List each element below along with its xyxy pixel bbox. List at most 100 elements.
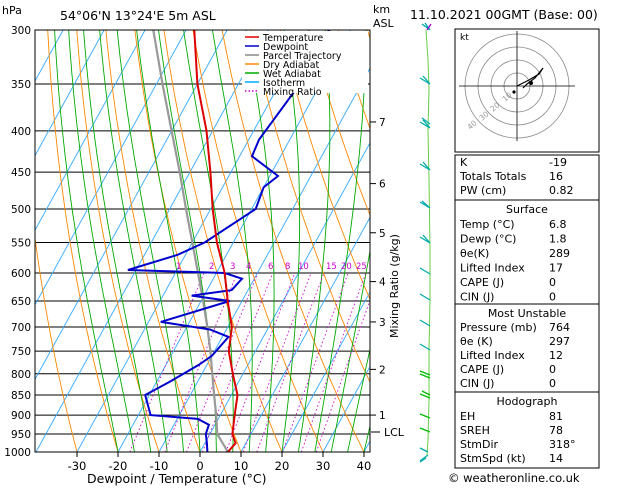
km-axis: 7 6 5 4 3 2 1 bbox=[370, 117, 386, 422]
legend-label: Mixing Ratio bbox=[263, 87, 322, 98]
index-value: 0 bbox=[549, 291, 556, 304]
index-label: Dewp (°C) bbox=[460, 233, 516, 246]
hodograph-index-box bbox=[454, 391, 600, 469]
index-value: 289 bbox=[549, 247, 570, 260]
isotherm-line bbox=[322, 365, 370, 452]
wind-barb-750 bbox=[419, 343, 431, 351]
index-label: K bbox=[460, 156, 468, 169]
pressure-axis: 300 350 400 450 500 550 600 650 700 750 800 850 900 9… bbox=[4, 25, 31, 459]
wind-barb-top-marker bbox=[426, 23, 432, 31]
index-value: 0.82 bbox=[549, 184, 574, 197]
isotherm-line bbox=[199, 141, 370, 452]
mixing-ratio-label-20: 20 bbox=[341, 262, 352, 272]
isotherm-line bbox=[281, 291, 370, 452]
pressure-tick-label: 850 bbox=[11, 390, 31, 402]
wet-adiabat-line bbox=[363, 424, 370, 452]
pressure-tick-label: 600 bbox=[11, 268, 31, 280]
pressure-tick-label: 900 bbox=[11, 410, 31, 422]
index-label: StmSpd (kt) bbox=[460, 452, 526, 465]
wet-adiabat-line bbox=[281, 30, 301, 452]
km-tick-label: 4 bbox=[379, 277, 386, 289]
storm-motion-marker bbox=[529, 81, 533, 85]
wet-adiabat-line bbox=[330, 248, 370, 452]
pressure-tick-label: 550 bbox=[11, 237, 31, 249]
pressure-tick-label: 300 bbox=[11, 25, 31, 37]
index-value: 6.8 bbox=[549, 218, 567, 231]
temp-tick-label: -20 bbox=[109, 459, 128, 473]
dry-adiabat-line bbox=[35, 234, 78, 452]
wind-barb-800 bbox=[419, 370, 431, 379]
index-value: 0 bbox=[549, 377, 556, 390]
km-tick-label: 1 bbox=[379, 410, 386, 422]
index-label: θe(K) bbox=[460, 247, 489, 260]
mixing-ratio-label-3: 3 bbox=[230, 262, 235, 272]
index-value: 78 bbox=[549, 424, 563, 437]
mixing-ratio-label-1: 1 bbox=[176, 262, 181, 272]
wind-barb-1000 bbox=[419, 447, 429, 463]
mixing-ratio-line bbox=[129, 272, 205, 452]
temp-tick-label: 30 bbox=[316, 459, 331, 473]
mixing-ratio-label-8: 8 bbox=[285, 262, 290, 272]
index-value: 16 bbox=[549, 170, 563, 183]
index-label: CAPE (J) bbox=[460, 276, 504, 289]
isotherm-line bbox=[35, 30, 146, 232]
km-tick-label: 7 bbox=[379, 117, 386, 129]
km-tick-label: 6 bbox=[379, 179, 386, 191]
mixing-ratio-label-15: 15 bbox=[326, 262, 337, 272]
temperature-line bbox=[193, 30, 239, 452]
wind-barb-600 bbox=[419, 267, 431, 275]
hodograph-frame bbox=[454, 28, 600, 153]
mixing-ratio-axis-title: Mixing Ratio (g/kg) bbox=[388, 234, 401, 338]
pressure-tick-label: 400 bbox=[11, 126, 31, 138]
index-label: EH bbox=[460, 410, 475, 423]
index-label: StmDir bbox=[460, 438, 499, 451]
mixing-ratio-label-2: 2 bbox=[209, 262, 214, 272]
wind-barb-400 bbox=[419, 117, 431, 129]
index-label: Totals Totals bbox=[459, 170, 527, 183]
section-title: Most Unstable bbox=[488, 307, 567, 320]
mixing-ratio-line bbox=[164, 272, 238, 452]
dry-adiabat-line bbox=[250, 30, 370, 384]
legend-background bbox=[242, 31, 368, 93]
pressure-tick-label: 700 bbox=[11, 322, 31, 334]
station-location: 54°06'N 13°24'E 5m ASL bbox=[60, 8, 216, 23]
index-label: Lifted Index bbox=[460, 349, 525, 362]
datetime-label: 11.10.2021 00GMT (Base: 00) bbox=[410, 7, 598, 22]
wind-barb-550 bbox=[419, 234, 431, 244]
index-label: CAPE (J) bbox=[460, 363, 504, 376]
pressure-tick-label: 500 bbox=[11, 204, 31, 216]
index-label: θe (K) bbox=[460, 335, 493, 348]
dry-adiabat-line bbox=[623, 18, 629, 452]
wind-barb-900 bbox=[419, 413, 431, 419]
x-axis-title: Dewpoint / Temperature (°C) bbox=[87, 471, 266, 486]
lcl-label: LCL bbox=[384, 426, 405, 439]
dry-adiabat-line bbox=[192, 30, 324, 452]
index-label: Pressure (mb) bbox=[460, 321, 537, 334]
wind-barb-350 bbox=[419, 75, 431, 85]
wind-barb-300 bbox=[421, 22, 431, 31]
wet-adiabat-line bbox=[136, 30, 201, 452]
temp-tick-label: 10 bbox=[234, 459, 249, 473]
dry-adiabat-line bbox=[163, 30, 283, 452]
legend-label: Dry Adiabat bbox=[263, 60, 320, 71]
wind-barb-850 bbox=[419, 390, 431, 399]
temp-tick-label: 0 bbox=[196, 459, 203, 473]
index-value: 764 bbox=[549, 321, 570, 334]
legend-label: Isotherm bbox=[263, 78, 305, 89]
wind-barb-500 bbox=[419, 200, 431, 209]
mixing-ratio-line bbox=[202, 272, 274, 452]
index-value: 14 bbox=[549, 452, 563, 465]
dry-adiabat-line bbox=[47, 30, 119, 452]
section-title: Surface bbox=[506, 203, 548, 216]
index-label: Lifted Index bbox=[460, 262, 525, 275]
pressure-tick-label: 800 bbox=[11, 369, 31, 381]
isotherm-line bbox=[35, 30, 64, 83]
legend-label: Temperature bbox=[262, 33, 323, 44]
parcel-trajectory-line bbox=[152, 30, 229, 452]
wet-adiabat-line bbox=[116, 30, 185, 452]
pressure-tick-label: 450 bbox=[11, 167, 31, 179]
wet-adiabat-line bbox=[297, 30, 331, 452]
